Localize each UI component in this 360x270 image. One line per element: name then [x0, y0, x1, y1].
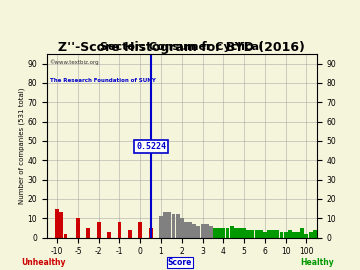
Bar	[180, 218, 184, 238]
Bar	[59, 212, 63, 238]
Bar	[35, 228, 39, 238]
Bar	[138, 222, 142, 238]
Bar	[18, 228, 22, 238]
Bar	[149, 228, 153, 238]
Bar	[300, 228, 304, 238]
Bar	[209, 226, 213, 238]
Bar	[201, 224, 204, 238]
Bar	[192, 224, 196, 238]
Bar	[221, 228, 225, 238]
Bar	[338, 234, 342, 238]
Bar	[176, 214, 180, 238]
Bar	[242, 228, 246, 238]
Bar	[354, 232, 358, 238]
Bar	[163, 212, 167, 238]
Bar	[346, 234, 350, 238]
Bar	[117, 222, 121, 238]
Bar	[271, 230, 275, 238]
Bar	[313, 230, 317, 238]
Bar	[317, 230, 321, 238]
Bar	[279, 232, 283, 238]
Bar	[184, 222, 188, 238]
Bar	[171, 214, 175, 238]
Bar	[97, 222, 101, 238]
Bar	[230, 226, 234, 238]
Bar	[350, 234, 354, 238]
Title: Z''-Score Histogram for BYD (2016): Z''-Score Histogram for BYD (2016)	[58, 41, 305, 54]
Bar	[325, 232, 329, 238]
Bar	[30, 228, 34, 238]
Bar	[275, 230, 279, 238]
Bar	[217, 228, 221, 238]
Bar	[205, 224, 209, 238]
Bar	[238, 228, 242, 238]
Bar	[63, 234, 67, 238]
Bar	[359, 234, 360, 238]
Bar	[107, 232, 111, 238]
Bar	[39, 228, 42, 238]
Bar	[234, 228, 238, 238]
Text: Unhealthy: Unhealthy	[21, 258, 66, 267]
Bar	[76, 218, 80, 238]
Bar	[225, 228, 229, 238]
Bar	[86, 228, 90, 238]
Bar	[267, 230, 271, 238]
Bar	[263, 232, 267, 238]
Bar	[296, 232, 300, 238]
Y-axis label: Number of companies (531 total): Number of companies (531 total)	[18, 87, 24, 204]
Bar	[159, 216, 163, 238]
Text: Score: Score	[168, 258, 192, 267]
Bar	[251, 230, 255, 238]
Bar	[22, 228, 26, 238]
Text: ©www.textbiz.org: ©www.textbiz.org	[50, 59, 99, 65]
Bar	[342, 234, 346, 238]
Bar	[288, 230, 292, 238]
Bar	[309, 232, 312, 238]
Bar	[213, 228, 217, 238]
Bar	[333, 234, 337, 238]
Bar	[188, 222, 192, 238]
Bar	[329, 234, 333, 238]
Bar	[292, 232, 296, 238]
Bar	[246, 230, 250, 238]
Bar	[255, 230, 258, 238]
Text: 0.5224: 0.5224	[136, 142, 166, 151]
Bar	[128, 230, 132, 238]
Bar	[43, 228, 47, 238]
Text: Sector: Consumer Cyclical: Sector: Consumer Cyclical	[100, 42, 263, 52]
Text: The Research Foundation of SUNY: The Research Foundation of SUNY	[50, 78, 156, 83]
Bar	[55, 209, 59, 238]
Bar	[321, 230, 325, 238]
Text: Healthy: Healthy	[300, 258, 334, 267]
Bar	[26, 228, 30, 238]
Bar	[197, 226, 201, 238]
Bar	[284, 232, 288, 238]
Bar	[259, 230, 263, 238]
Bar	[167, 212, 171, 238]
Bar	[305, 234, 309, 238]
